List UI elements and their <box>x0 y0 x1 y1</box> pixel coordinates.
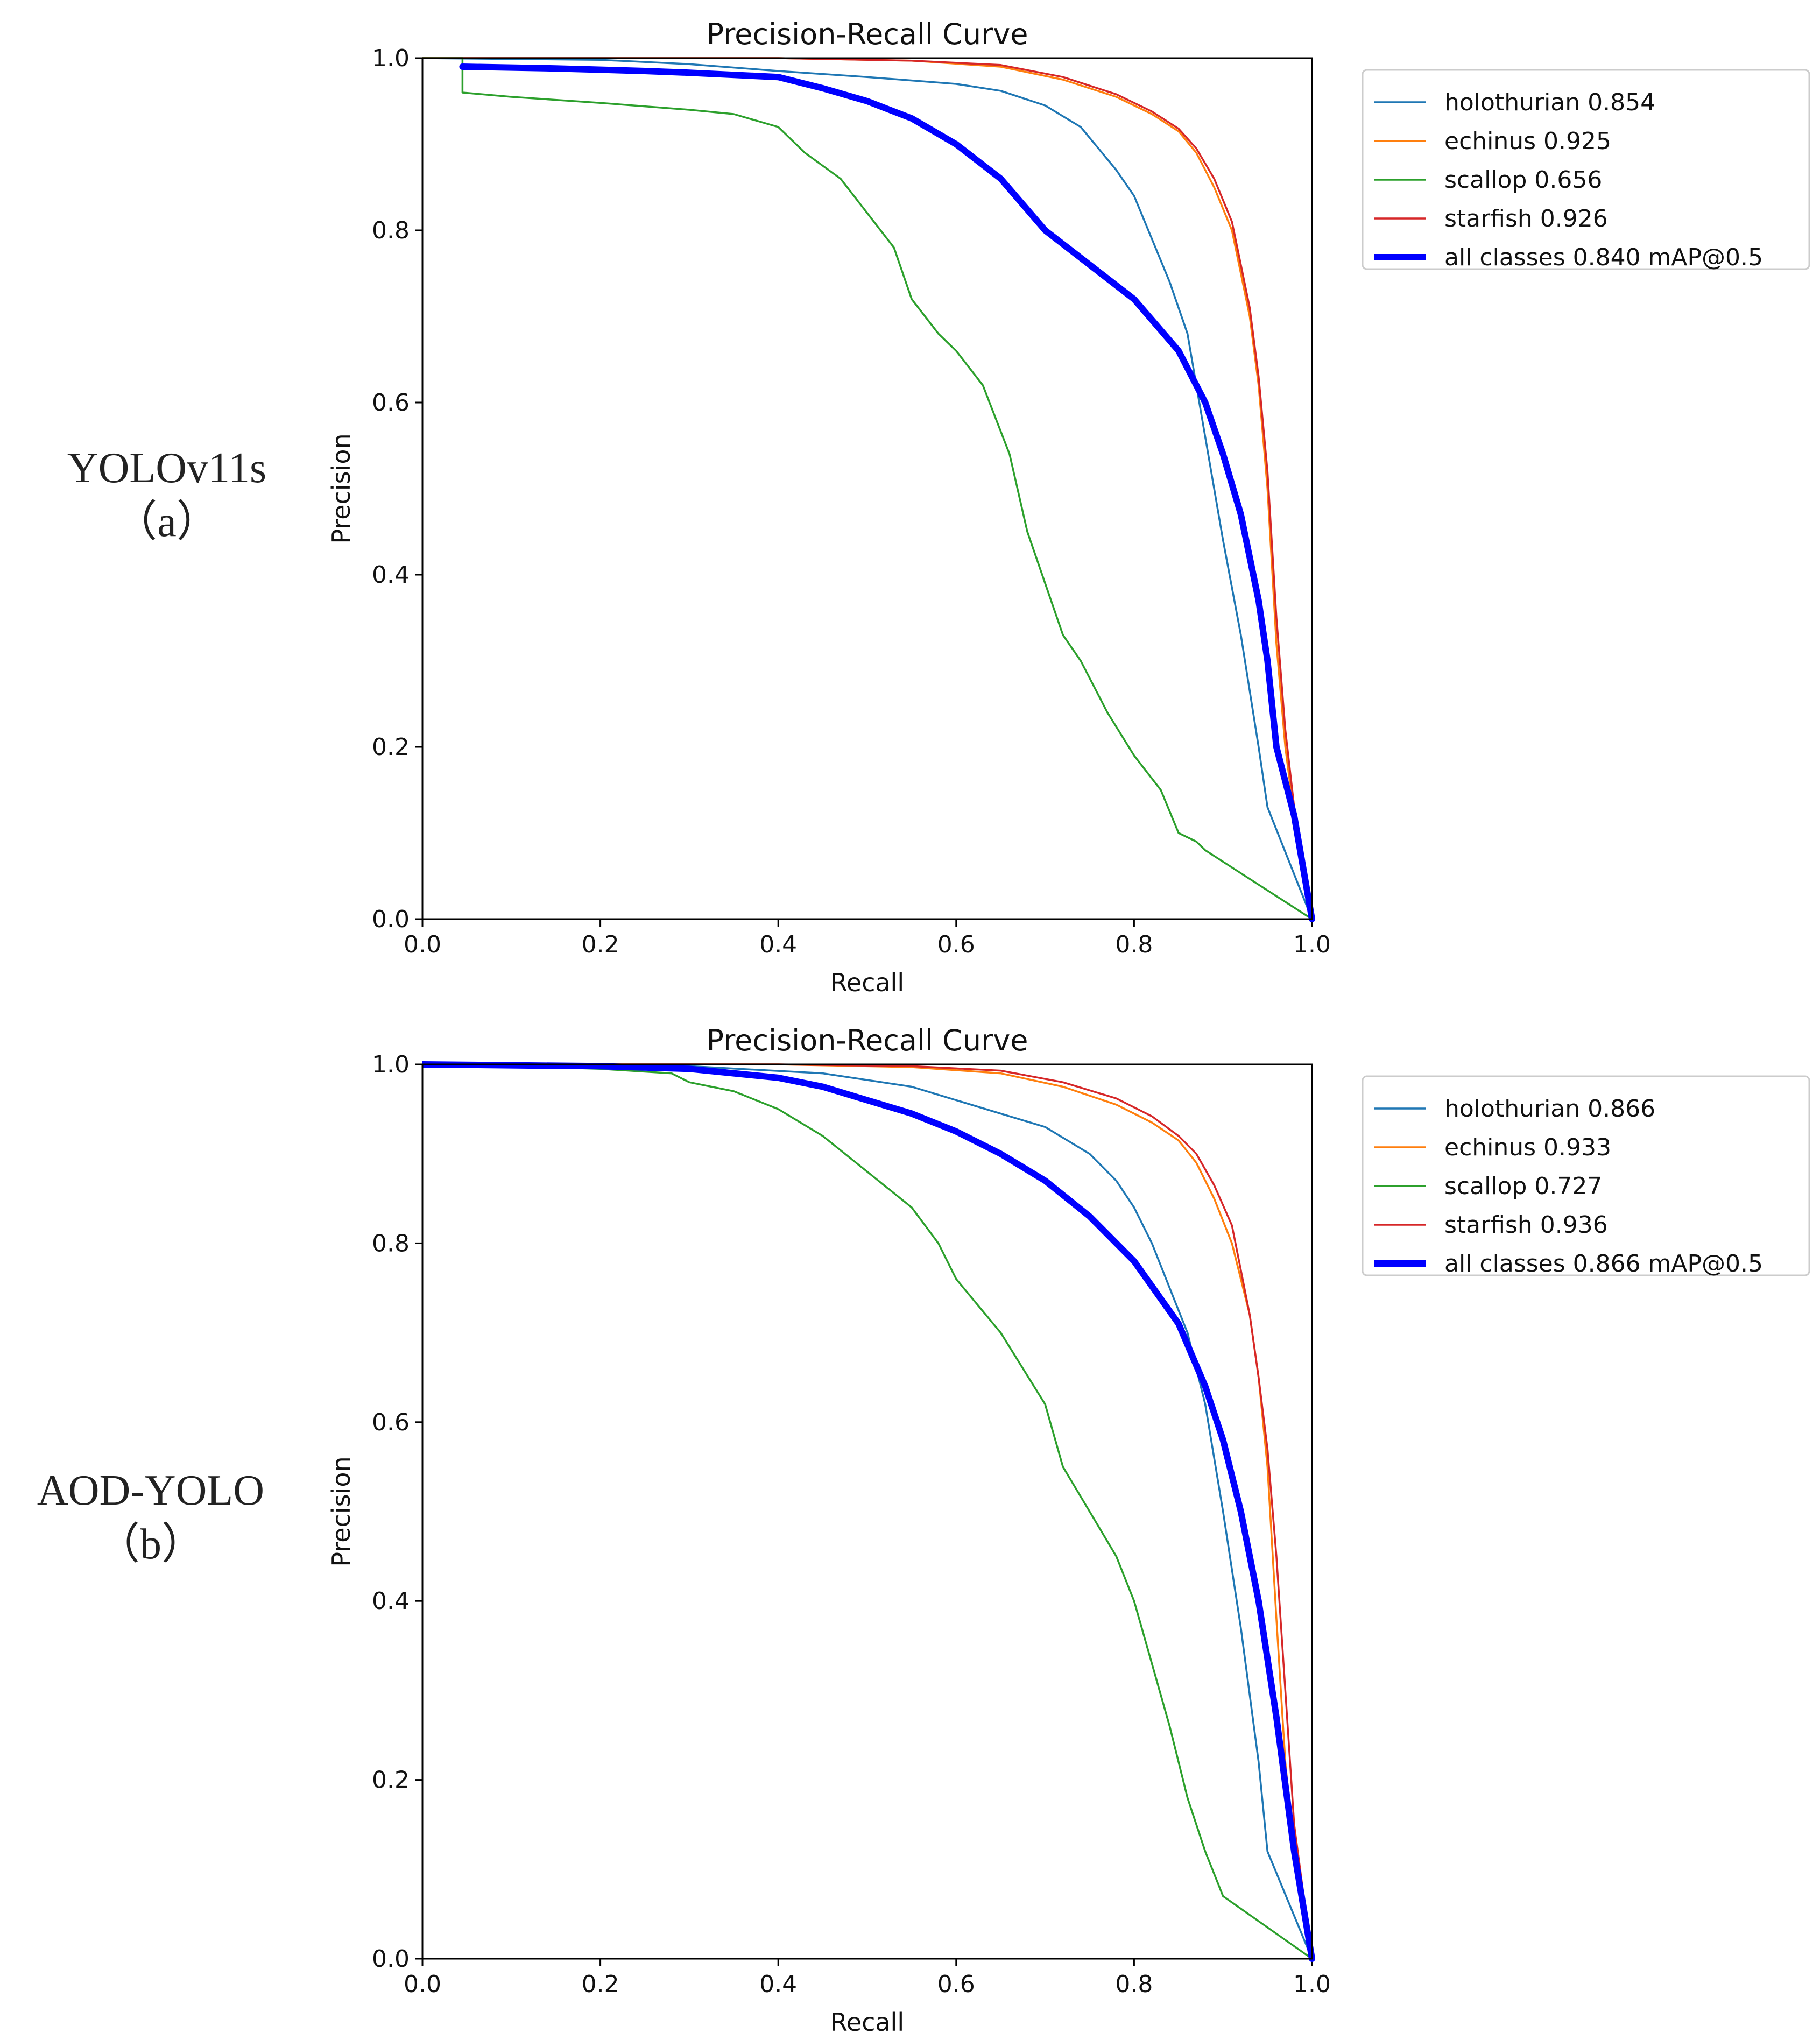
y-axis-label: Precision <box>327 433 356 543</box>
series-line-echinus <box>422 57 1313 920</box>
x-tick-label: 0.6 <box>937 1971 975 1998</box>
legend: holothurian 0.854 echinus 0.925 scallop 0.… <box>1362 69 1810 271</box>
chart-title: Precision-Recall Curve <box>706 17 1028 51</box>
x-tick-label: 0.2 <box>582 1971 619 1998</box>
y-tick-label: 0.2 <box>372 1767 410 1794</box>
legend: holothurian 0.866 echinus 0.933 scallop 0.… <box>1362 1075 1810 1277</box>
series-line-echinus <box>422 1063 1313 1960</box>
y-tick-label: 0.8 <box>372 1230 410 1257</box>
x-tick-label: 0.4 <box>759 931 797 958</box>
legend-label-echinus: echinus 0.925 <box>1444 128 1611 155</box>
y-axis-label: Precision <box>327 1456 356 1566</box>
series-line-starfish <box>422 57 1313 920</box>
x-axis-label: Recall <box>830 968 904 997</box>
legend-label-scallop: scallop 0.656 <box>1444 166 1602 194</box>
x-tick-label: 0.2 <box>582 931 619 958</box>
y-tick-label: 0.2 <box>372 733 410 761</box>
legend-label-all-classes: all classes 0.866 mAP@0.5 <box>1444 1250 1763 1277</box>
plot-frame <box>421 57 1313 920</box>
y-tick-label: 0.4 <box>372 561 410 589</box>
legend-label-holothurian: holothurian 0.854 <box>1444 89 1655 116</box>
y-tick-label: 0.8 <box>372 217 410 244</box>
chart-1: Precision-Recall Curve 0.0 0.2 0.4 0.6 0.8 1.0… <box>327 1023 1810 2037</box>
chart-title: Precision-Recall Curve <box>706 1023 1028 1057</box>
y-tick-label: 1.0 <box>372 45 410 72</box>
legend-label-starfish: starfish 0.936 <box>1444 1211 1608 1239</box>
x-tick-label: 0.0 <box>404 1971 441 1998</box>
chart-0: Precision-Recall Curve 0.0 0.2 0.4 0.6 0.8 1.0… <box>327 17 1810 997</box>
x-tick-label: 0.4 <box>759 1971 797 1998</box>
model-name-a: YOLOv11s <box>67 444 267 492</box>
series-line-all-classes <box>459 63 1315 922</box>
y-tick-label: 1.0 <box>372 1051 410 1078</box>
x-tick-label: 0.8 <box>1115 1971 1153 1998</box>
model-label-a: YOLOv11s （a） <box>32 441 301 549</box>
y-tick-label: 0.0 <box>372 1945 410 1973</box>
y-tick-label: 0.4 <box>372 1587 410 1615</box>
series-line-holothurian <box>422 57 1313 920</box>
legend-box <box>1362 1075 1810 1276</box>
y-tick-label: 0.6 <box>372 1409 410 1436</box>
legend-label-starfish: starfish 0.926 <box>1444 205 1608 232</box>
series-line-holothurian <box>422 1063 1313 1960</box>
legend-label-echinus: echinus 0.933 <box>1444 1134 1611 1161</box>
x-axis-label: Recall <box>830 2008 904 2037</box>
series-line-all-classes <box>422 1061 1315 1962</box>
model-name-b: AOD-YOLO <box>37 1467 265 1514</box>
series-line-scallop <box>422 57 1313 920</box>
x-tick-label: 1.0 <box>1293 1971 1331 1998</box>
panel-tag-b: （b） <box>97 1521 204 1568</box>
model-label-b: AOD-YOLO （b） <box>11 1464 291 1571</box>
legend-label-scallop: scallop 0.727 <box>1444 1173 1602 1200</box>
series-line-scallop <box>422 1063 1313 1960</box>
legend-label-holothurian: holothurian 0.866 <box>1444 1095 1655 1123</box>
x-tick-label: 0.6 <box>937 931 975 958</box>
plot-frame <box>421 1063 1313 1960</box>
x-tick-label: 0.8 <box>1115 931 1153 958</box>
panel-tag-a: （a） <box>114 498 220 546</box>
x-tick-label: 0.0 <box>404 931 441 958</box>
legend-label-all-classes: all classes 0.840 mAP@0.5 <box>1444 244 1763 271</box>
x-tick-label: 1.0 <box>1293 931 1331 958</box>
y-tick-label: 0.0 <box>372 906 410 933</box>
series-line-starfish <box>422 1063 1313 1960</box>
y-tick-label: 0.6 <box>372 389 410 417</box>
legend-box <box>1362 69 1810 270</box>
